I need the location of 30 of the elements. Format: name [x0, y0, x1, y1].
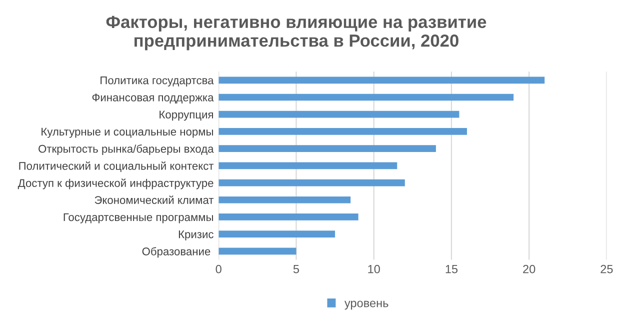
y-tick-label: Образование — [142, 247, 210, 258]
y-tick-label: Кризис — [178, 230, 214, 240]
y-tick-label: Политический и социальный контекст — [19, 162, 214, 172]
bar — [218, 248, 296, 255]
y-tick-label: Финансовая поддержка — [92, 94, 214, 104]
bar — [218, 128, 467, 135]
bar — [218, 94, 514, 101]
bar — [218, 162, 398, 170]
x-tick-label: 20 — [523, 264, 536, 274]
y-tick-label: Культурные и социальные нормы — [42, 128, 213, 138]
y-tick-label: Коррупция — [160, 110, 213, 121]
x-tick-label: 10 — [368, 264, 380, 274]
y-tick-label: Экономический климат — [94, 196, 214, 204]
bar — [218, 110, 460, 118]
bar — [218, 214, 358, 220]
y-tick-label: Государтсвенные программы — [64, 213, 213, 224]
y-tick-label: Политика государтсва — [100, 76, 214, 86]
x-tick-label: 15 — [446, 265, 458, 274]
x-tick-label: 5 — [293, 265, 300, 274]
bar — [218, 196, 351, 204]
bar — [218, 230, 336, 238]
bar — [218, 76, 545, 84]
y-tick-label: Доступ к физической инфраструктуре — [18, 178, 214, 190]
bar — [218, 179, 405, 186]
legend-label: уровень — [344, 300, 388, 310]
chart-title: Факторы, негативно влияющие на развитие предпринимательства в России, 2020 — [106, 16, 486, 50]
bar — [218, 145, 436, 152]
x-tick-label: 25 — [600, 264, 613, 274]
x-tick-label: 0 — [216, 264, 222, 274]
y-tick-label: Открытость рынка/барьеры входа — [38, 144, 214, 155]
